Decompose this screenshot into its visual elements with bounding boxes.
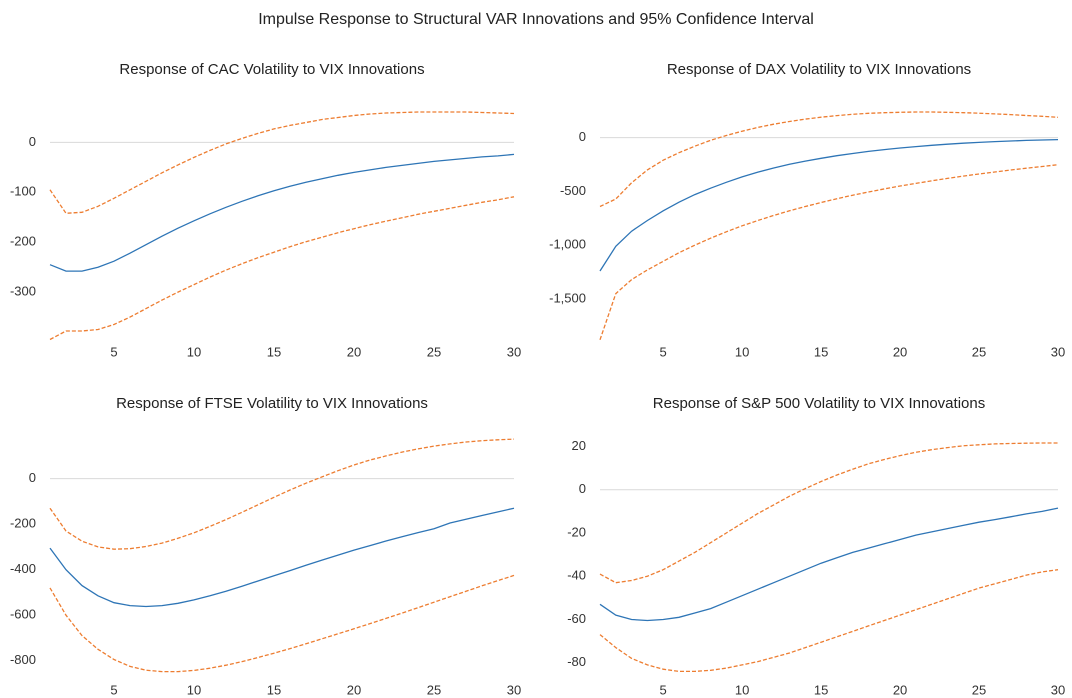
x-tick-label: 20 <box>347 682 361 697</box>
chart-title: Response of FTSE Volatility to VIX Innov… <box>116 395 428 412</box>
y-tick-label: -300 <box>10 284 36 299</box>
x-tick-label: 15 <box>267 682 281 697</box>
series-line <box>599 569 1059 673</box>
series-line <box>49 196 515 341</box>
x-tick-label: 25 <box>972 344 986 359</box>
series-line <box>49 438 515 550</box>
series-line <box>49 507 515 608</box>
x-tick-label: 25 <box>427 344 441 359</box>
figure-title: Impulse Response to Structural VAR Innov… <box>258 11 814 28</box>
x-tick-label: 5 <box>110 682 117 697</box>
x-tick-label: 10 <box>187 344 201 359</box>
x-tick-label: 30 <box>507 682 521 697</box>
y-tick-label: -1,500 <box>549 290 586 305</box>
x-tick-label: 5 <box>660 344 667 359</box>
y-tick-label: -500 <box>560 183 586 198</box>
x-tick-label: 10 <box>187 682 201 697</box>
x-tick-label: 20 <box>893 682 907 697</box>
y-tick-label: -100 <box>10 184 36 199</box>
y-tick-label: -200 <box>10 234 36 249</box>
x-tick-label: 15 <box>267 344 281 359</box>
y-tick-label: 20 <box>572 438 586 453</box>
x-tick-label: 25 <box>972 682 986 697</box>
x-tick-label: 10 <box>735 682 749 697</box>
y-tick-label: -80 <box>567 654 586 669</box>
x-tick-label: 30 <box>1051 344 1065 359</box>
y-tick-label: -200 <box>10 516 36 531</box>
x-tick-label: 5 <box>660 682 667 697</box>
series-line <box>49 111 515 214</box>
series-line <box>599 442 1058 584</box>
series-line <box>49 153 515 272</box>
y-tick-label: -60 <box>567 611 586 626</box>
y-tick-label: -1,000 <box>549 237 586 252</box>
chart-title: Response of S&P 500 Volatility to VIX In… <box>653 395 985 412</box>
x-tick-label: 15 <box>814 344 828 359</box>
y-tick-label: -20 <box>567 524 586 539</box>
series-line <box>599 111 1059 208</box>
x-tick-label: 10 <box>735 344 749 359</box>
y-tick-label: 0 <box>29 134 36 149</box>
y-tick-label: -40 <box>567 568 586 583</box>
y-tick-label: 0 <box>29 470 36 485</box>
x-tick-label: 20 <box>893 344 907 359</box>
series-line <box>599 138 1059 272</box>
series-line <box>599 507 1059 622</box>
y-tick-label: -600 <box>10 607 36 622</box>
x-tick-label: 30 <box>1051 682 1065 697</box>
series-line <box>49 574 515 673</box>
y-tick-label: 0 <box>579 129 586 144</box>
x-tick-label: 20 <box>347 344 361 359</box>
series-line <box>599 164 1059 341</box>
chart-title: Response of CAC Volatility to VIX Innova… <box>119 61 424 78</box>
x-tick-label: 5 <box>110 344 117 359</box>
chart-title: Response of DAX Volatility to VIX Innova… <box>667 61 971 78</box>
y-tick-label: -800 <box>10 652 36 667</box>
y-tick-label: 0 <box>579 481 586 496</box>
y-tick-label: -400 <box>10 561 36 576</box>
x-tick-label: 15 <box>814 682 828 697</box>
x-tick-label: 30 <box>507 344 521 359</box>
x-tick-label: 25 <box>427 682 441 697</box>
